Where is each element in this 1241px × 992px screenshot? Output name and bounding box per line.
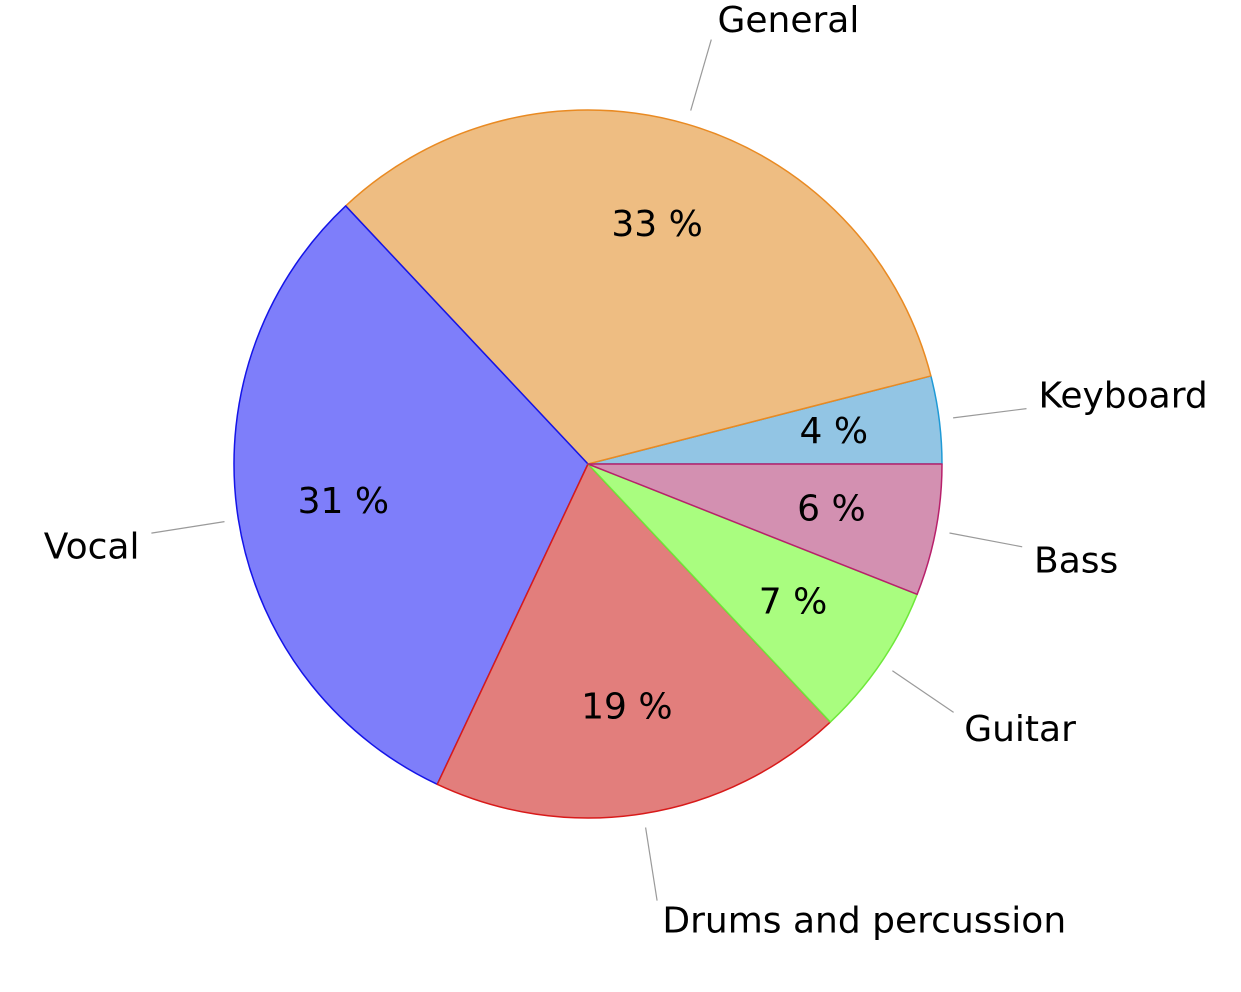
- percent-label-keyboard: 4 %: [800, 411, 869, 452]
- category-label-drums-and-percussion: Drums and percussion: [662, 901, 1066, 942]
- percent-labels: 4 % 33 % 31 % 19 % 7 % 6 %: [298, 204, 869, 728]
- leader-lines: [151, 39, 1027, 901]
- pie-slice-bass: [587, 463, 943, 596]
- pie-slice-drums-and-percussion: [436, 463, 832, 819]
- percent-label-general: 33 %: [611, 204, 702, 245]
- leader-line-drums-and-percussion: [645, 827, 658, 901]
- percent-label-bass: 6 %: [797, 488, 866, 529]
- percent-label-vocal: 31 %: [298, 481, 389, 522]
- percent-label-drums-and-percussion: 19 %: [581, 687, 672, 728]
- pie-slice-guitar: [587, 463, 918, 723]
- pie-slices: [233, 109, 943, 819]
- leader-line-bass: [949, 532, 1023, 548]
- category-label-bass: Bass: [1034, 540, 1118, 581]
- category-label-keyboard: Keyboard: [1039, 376, 1208, 417]
- pie-slice-general: [344, 109, 932, 465]
- leader-line-keyboard: [953, 408, 1027, 419]
- category-labels: Keyboard General Vocal Drums and percussion…: [44, 0, 1208, 942]
- leader-line-vocal: [151, 521, 225, 534]
- pie-slice-vocal: [233, 205, 589, 786]
- category-label-general: General: [718, 0, 860, 41]
- leader-line-guitar: [892, 670, 954, 713]
- percent-label-guitar: 7 %: [759, 581, 828, 622]
- category-label-vocal: Vocal: [44, 526, 140, 567]
- category-label-guitar: Guitar: [964, 709, 1076, 750]
- leader-line-general: [690, 39, 712, 111]
